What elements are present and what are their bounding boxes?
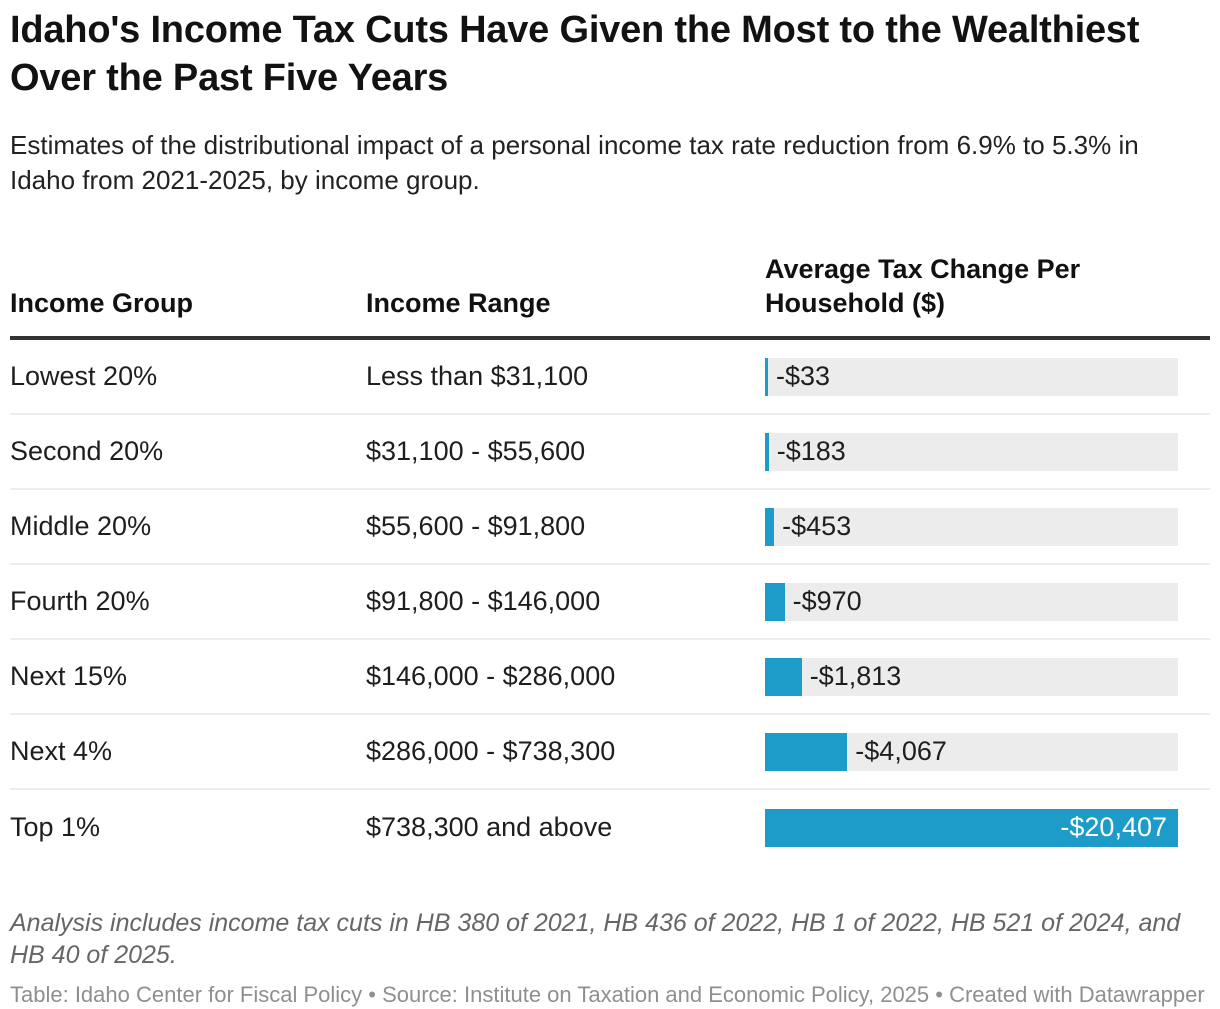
bar-value-label: -$183 (776, 436, 846, 466)
footnote: Analysis includes income tax cuts in HB … (10, 909, 1181, 969)
bar-track: -$183 (765, 432, 1178, 471)
income-group-cell: Middle 20% (10, 511, 152, 541)
bar-fill (765, 582, 785, 621)
bar-value-label: -$20,407 (1060, 812, 1167, 842)
income-range-cell: $31,100 - $55,600 (366, 436, 586, 466)
page-subtitle: Estimates of the distributional impact o… (10, 130, 1139, 195)
bar-track: -$1,813 (765, 657, 1178, 696)
bar-cell: -$20,407 (765, 808, 1210, 847)
bar-cell: -$33 (765, 357, 1210, 396)
income-range-cell: $146,000 - $286,000 (366, 661, 616, 691)
table-row: Fourth 20% $91,800 - $146,000 -$970 (10, 565, 1210, 640)
bar-cell: -$183 (765, 432, 1210, 471)
attribution-caption: Table: Idaho Center for Fiscal Policy • … (10, 982, 1205, 1007)
income-group-cell: Next 4% (10, 736, 113, 766)
bar-track: -$20,407 (765, 808, 1178, 847)
bar-cell: -$4,067 (765, 732, 1210, 771)
col-header-income-group: Income Group (10, 288, 194, 318)
bar-track: -$970 (765, 582, 1178, 621)
table-row: Lowest 20% Less than $31,100 -$33 (10, 340, 1210, 415)
col-header-avg-tax-change: Average Tax Change Per Household ($) (765, 254, 1081, 318)
col-header-income-range: Income Range (366, 288, 551, 318)
chart-container: Idaho's Income Tax Cuts Have Given the M… (10, 6, 1210, 1009)
table-row: Top 1% $738,300 and above -$20,407 (10, 790, 1210, 865)
income-group-cell: Fourth 20% (10, 586, 150, 616)
data-table: Income Group Income Range Average Tax Ch… (10, 252, 1210, 865)
income-group-cell: Top 1% (10, 812, 101, 842)
bar-fill (765, 808, 1178, 847)
bar-fill (765, 507, 775, 546)
bar-value-label: -$1,813 (809, 661, 902, 691)
table-row: Middle 20% $55,600 - $91,800 -$453 (10, 490, 1210, 565)
bar-cell: -$970 (765, 582, 1210, 621)
bar-fill (765, 657, 802, 696)
bar-fill (765, 732, 848, 771)
table-header-row: Income Group Income Range Average Tax Ch… (10, 252, 1210, 340)
table-row: Next 4% $286,000 - $738,300 -$4,067 (10, 715, 1210, 790)
income-group-cell: Lowest 20% (10, 361, 158, 391)
table-row: Next 15% $146,000 - $286,000 -$1,813 (10, 640, 1210, 715)
bar-cell: -$453 (765, 507, 1210, 546)
page-title: Idaho's Income Tax Cuts Have Given the M… (10, 9, 1140, 99)
bar-value-label: -$970 (792, 586, 862, 616)
table-body: Lowest 20% Less than $31,100 -$33 Second… (10, 340, 1210, 865)
income-range-cell: $738,300 and above (366, 812, 613, 842)
table-row: Second 20% $31,100 - $55,600 -$183 (10, 415, 1210, 490)
bar-value-label: -$453 (782, 511, 852, 541)
bar-track: -$4,067 (765, 732, 1178, 771)
bar-fill (765, 432, 769, 471)
income-group-cell: Second 20% (10, 436, 164, 466)
bar-value-label: -$4,067 (855, 736, 947, 766)
income-range-cell: $91,800 - $146,000 (366, 586, 601, 616)
bar-track: -$33 (765, 357, 1178, 396)
bar-track: -$453 (765, 507, 1178, 546)
income-group-cell: Next 15% (10, 661, 128, 691)
bar-fill (765, 357, 768, 396)
income-range-cell: Less than $31,100 (366, 361, 589, 391)
income-range-cell: $286,000 - $738,300 (366, 736, 616, 766)
income-range-cell: $55,600 - $91,800 (366, 511, 586, 541)
bar-value-label: -$33 (776, 361, 831, 391)
bar-cell: -$1,813 (765, 657, 1210, 696)
